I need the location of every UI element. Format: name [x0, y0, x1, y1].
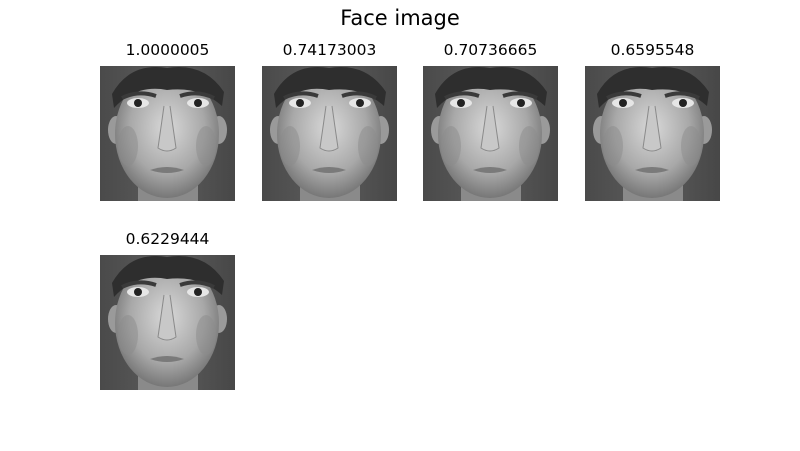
face-image [585, 66, 720, 201]
result-cell-1: 1.0000005 [100, 40, 235, 201]
similarity-score: 0.6595548 [610, 41, 695, 59]
result-cell-4: 0.6595548 [585, 40, 720, 201]
similarity-score: 0.74173003 [282, 41, 377, 59]
face-image [100, 255, 235, 390]
result-cell-5: 0.6229444 [100, 229, 235, 390]
face-image [100, 66, 235, 201]
result-cell-2: 0.74173003 [262, 40, 397, 201]
result-cell-3: 0.70736665 [423, 40, 558, 201]
figure-title: Face image [340, 6, 460, 30]
similarity-score: 0.70736665 [443, 41, 538, 59]
similarity-score: 1.0000005 [125, 41, 210, 59]
face-image [262, 66, 397, 201]
similarity-score: 0.6229444 [125, 230, 210, 248]
face-image [423, 66, 558, 201]
